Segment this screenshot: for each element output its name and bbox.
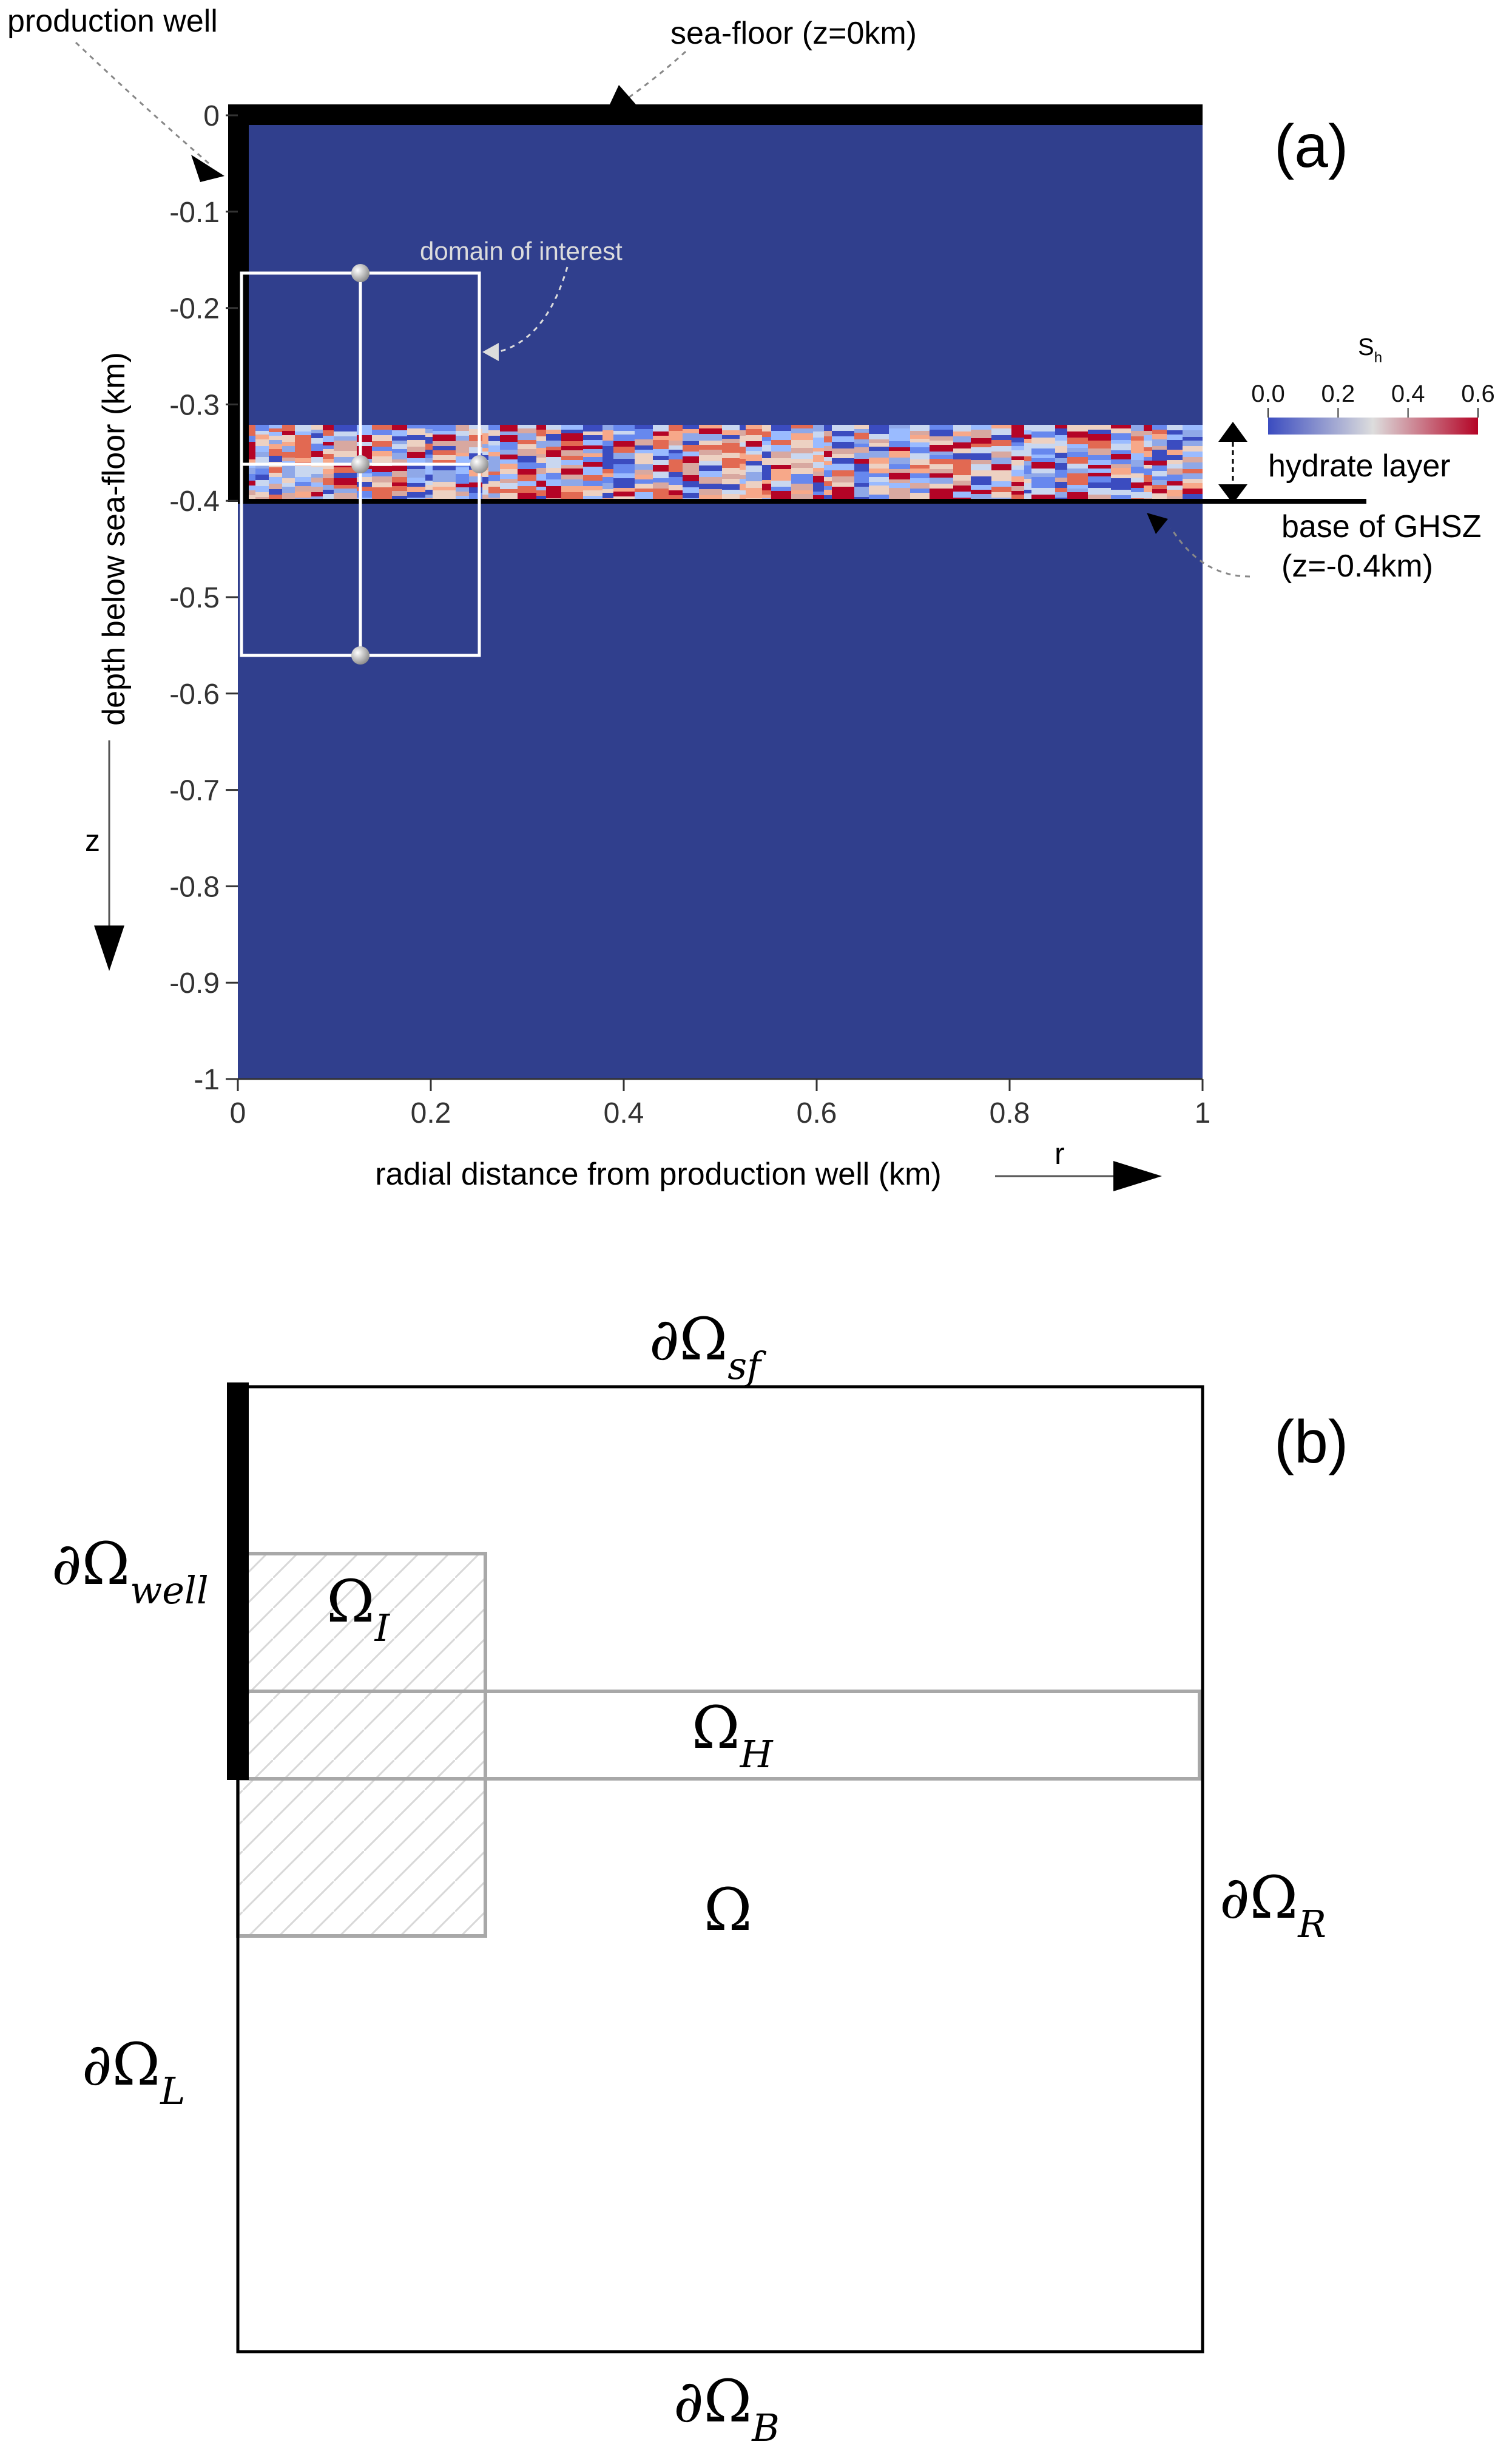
r-arrow-label: r xyxy=(1055,1137,1065,1171)
sea-floor-label: sea-floor (z=0km) xyxy=(670,16,917,51)
boundary-r-label: ∂ΩR xyxy=(1220,1864,1326,1946)
y-tick-label: -1 xyxy=(194,1064,220,1096)
y-tick-label: -0.7 xyxy=(169,775,220,807)
production-well-arrowhead xyxy=(191,155,224,182)
colorbar-tick-label: 0.6 xyxy=(1461,381,1495,407)
y-tick-label: -0.6 xyxy=(169,678,220,711)
boundary-l-label: ∂ΩL xyxy=(82,2031,185,2113)
boundary-sf-label: ∂Ωsf xyxy=(649,1305,767,1388)
x-tick-label: 0.6 xyxy=(797,1097,837,1129)
x-tick-label: 0.4 xyxy=(604,1097,644,1129)
well-boundary-line xyxy=(227,1382,249,1780)
production-well-line xyxy=(228,104,249,502)
omega-label: Ω xyxy=(704,1876,752,1944)
y-tick-label: -0.1 xyxy=(169,197,220,229)
y-tick-label: 0 xyxy=(203,100,220,132)
base-ghsz-arrowhead xyxy=(1147,513,1168,534)
x-axis: 0 0.2 0.4 0.6 0.8 1 xyxy=(230,1078,1211,1129)
sea-floor-arrowhead xyxy=(610,85,636,104)
simulation-field xyxy=(238,115,1203,1079)
y-axis: 0 -0.1 -0.2 -0.3 -0.4 -0.5 -0.6 -0.7 -0.8 -0.9 -1 xyxy=(169,100,238,1096)
colorbar-gradient xyxy=(1268,418,1478,435)
doi-node xyxy=(470,455,488,473)
colorbar-title: Sh xyxy=(1358,334,1382,366)
base-ghsz-label: base of GHSZ xyxy=(1281,509,1481,544)
doi-node xyxy=(351,455,370,473)
omega-i-label: ΩI xyxy=(326,1568,391,1650)
boundary-b-label: ∂ΩB xyxy=(673,2367,780,2450)
omega-domain-boundary xyxy=(236,1385,1204,2353)
y-tick-label: -0.5 xyxy=(169,582,220,614)
sea-floor-leader xyxy=(624,50,687,101)
y-tick-label: -0.9 xyxy=(169,967,220,1000)
sea-floor-line xyxy=(228,104,1203,125)
production-well-label: production well xyxy=(7,4,218,39)
panel-a: 0-0.1-0.2-0.3-0.4-0.5-0.6-0.7-0.8-0.9-1 … xyxy=(7,4,1495,1192)
colorbar-tick-label: 0.4 xyxy=(1391,381,1425,407)
boundary-well-label: ∂Ωwell xyxy=(52,1530,209,1612)
panel-b: ∂Ωsf (b) ∂Ωwell ΩI ΩH Ω ∂ΩR ∂ΩL ∂ΩB xyxy=(52,1305,1348,2450)
panel-label-b: (b) xyxy=(1274,1408,1348,1476)
r-arrow-head xyxy=(1113,1161,1162,1191)
panel-label-a: (a) xyxy=(1274,112,1348,180)
domain-of-interest-arrowhead xyxy=(482,343,499,361)
y-tick-label: -0.4 xyxy=(169,486,220,518)
base-ghsz-leader xyxy=(1170,527,1250,578)
omega-h-label: ΩH xyxy=(692,1694,774,1776)
x-tick-label: 0.8 xyxy=(990,1097,1030,1129)
colorbar: Sh 0.0 0.2 0.4 0.6 xyxy=(1251,334,1495,435)
hydrate-layer-arrow-down xyxy=(1218,484,1247,504)
z-arrow-label: z xyxy=(85,824,100,858)
doi-node xyxy=(351,646,370,665)
colorbar-tick-label: 0.2 xyxy=(1321,381,1355,407)
doi-node xyxy=(351,264,370,282)
domain-of-interest-label: domain of interest xyxy=(420,237,623,265)
x-tick-label: 0 xyxy=(230,1097,246,1129)
base-ghsz-sublabel: (z=-0.4km) xyxy=(1281,549,1433,584)
x-tick-label: 1 xyxy=(1195,1097,1211,1129)
colorbar-tick-label: 0.0 xyxy=(1251,381,1285,407)
base-ghsz-line xyxy=(238,499,1366,504)
hydrate-layer-arrow-up xyxy=(1218,422,1247,442)
y-tick-label: -0.2 xyxy=(169,293,220,325)
z-arrow-head xyxy=(94,925,124,971)
hydrate-layer-label: hydrate layer xyxy=(1268,448,1451,484)
production-well-leader xyxy=(75,41,210,165)
y-tick-label: -0.3 xyxy=(169,389,220,421)
x-axis-label: radial distance from production well (km… xyxy=(375,1157,941,1192)
omega-i-region xyxy=(236,1552,487,1938)
y-axis-label: depth below sea-floor (km) xyxy=(96,352,132,726)
x-tick-label: 0.2 xyxy=(411,1097,451,1129)
hydrate-layer-field xyxy=(238,425,1203,499)
y-tick-label: -0.8 xyxy=(169,871,220,903)
